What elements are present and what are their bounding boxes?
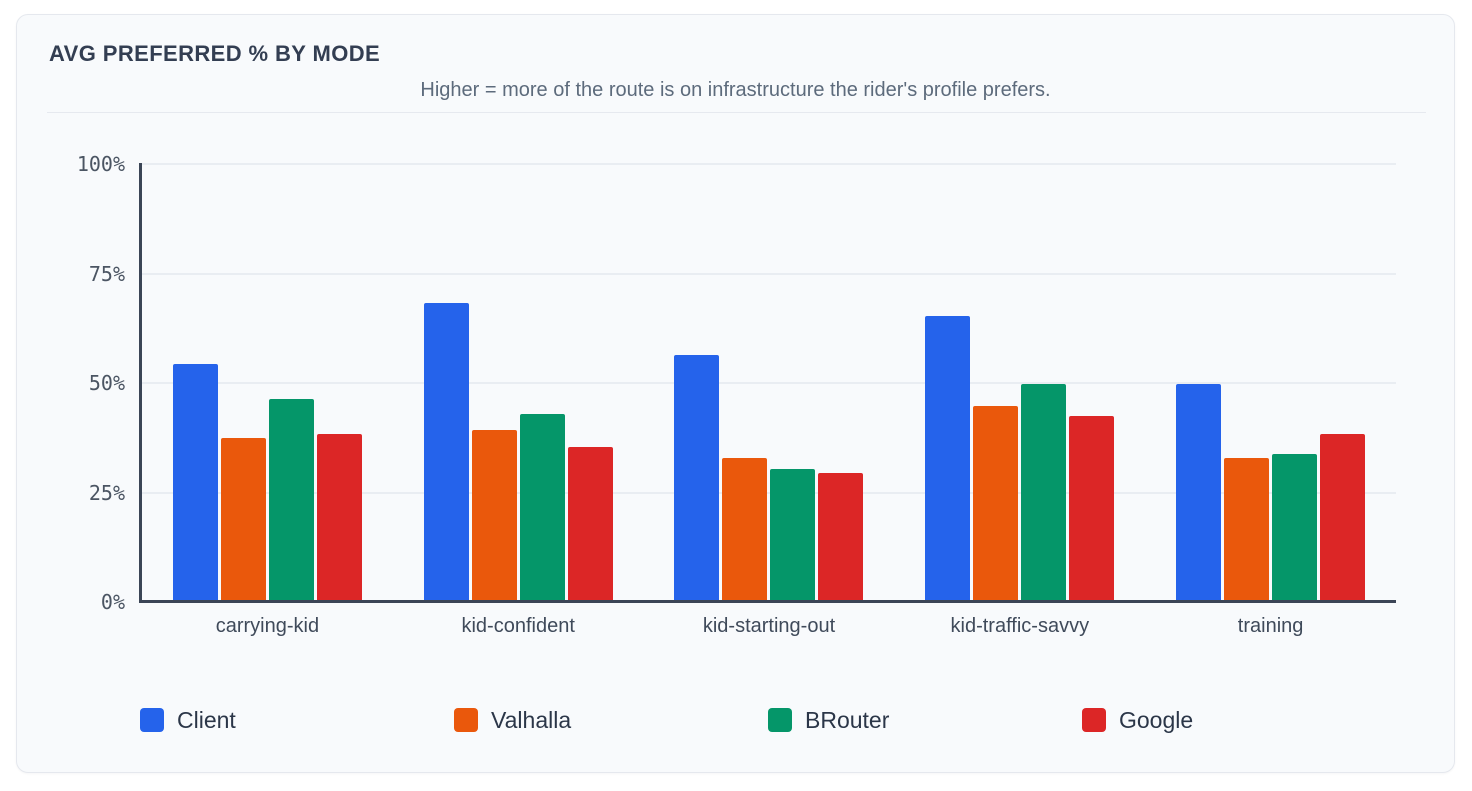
chart-subtitle: Higher = more of the route is on infrast… (420, 79, 1051, 101)
y-tick-label-0: 0% (100, 590, 125, 614)
legend-label-client: Client (177, 706, 236, 733)
bar-groups (142, 163, 1396, 600)
header-divider (47, 112, 1426, 113)
bar-group-kid-confident (393, 163, 644, 600)
bar-google-kid-traffic-savvy (1069, 416, 1115, 600)
bar-valhalla-kid-traffic-savvy (973, 406, 1019, 600)
bar-client-kid-confident (423, 303, 469, 600)
legend-label-google: Google (1119, 706, 1194, 733)
bar-brouter-kid-confident (519, 414, 565, 600)
x-tick-label-carrying-kid: carrying-kid (215, 615, 320, 637)
y-tick-label-25: 25% (88, 480, 125, 505)
bar-chart: 0% 25% 50% 75% 100% carrying-kid kid-confiden… (17, 15, 1454, 772)
legend-label-valhalla: Valhalla (491, 706, 572, 733)
x-tick-label-kid-traffic-savvy: kid-traffic-savvy (950, 615, 1090, 637)
bar-brouter-kid-starting-out (770, 469, 816, 600)
legend-item-brouter: BRouter (768, 707, 889, 733)
bar-group-kid-starting-out (644, 163, 895, 600)
legend-swatch-valhalla (454, 708, 478, 732)
legend-item-google: Google (1082, 707, 1193, 733)
legend-label-brouter: BRouter (805, 706, 890, 733)
legend-swatch-client (140, 708, 164, 732)
bar-google-kid-starting-out (818, 473, 864, 600)
bar-brouter-kid-traffic-savvy (1021, 384, 1067, 600)
bar-google-kid-confident (567, 447, 613, 600)
x-tick-label-kid-starting-out: kid-starting-out (702, 615, 836, 637)
bar-client-kid-traffic-savvy (925, 316, 971, 600)
bar-client-training (1176, 384, 1222, 600)
legend-item-client: Client (140, 707, 236, 733)
bar-group-carrying-kid (142, 163, 393, 600)
bar-valhalla-carrying-kid (220, 438, 266, 600)
y-tick-label-50: 50% (88, 371, 125, 395)
chart-card: AVG PREFERRED % BY MODE Higher = more of… (16, 14, 1455, 773)
gridline-75 (142, 272, 1396, 275)
bar-valhalla-kid-starting-out (722, 458, 768, 600)
bar-valhalla-kid-confident (471, 430, 517, 600)
x-tick-label-kid-confident: kid-confident (461, 615, 575, 637)
bar-group-kid-traffic-savvy (894, 163, 1145, 600)
legend-swatch-brouter (768, 708, 792, 732)
bar-google-training (1320, 434, 1366, 600)
bar-brouter-training (1272, 454, 1318, 600)
y-tick-label-75: 75% (88, 261, 125, 286)
y-tick-label-100: 100% (76, 152, 125, 176)
gridline-50 (142, 382, 1396, 384)
x-tick-label-training: training (1237, 615, 1304, 637)
chart-legend: Client Valhalla BRouter Google (17, 707, 1454, 737)
bar-valhalla-training (1224, 458, 1270, 600)
bar-client-kid-starting-out (674, 355, 720, 600)
gridline-25 (142, 491, 1396, 494)
chart-title: AVG PREFERRED % BY MODE (49, 41, 381, 66)
legend-swatch-google (1082, 708, 1106, 732)
bar-google-carrying-kid (316, 434, 362, 600)
plot-area (139, 163, 1396, 603)
gridline-100 (142, 163, 1396, 165)
bar-group-training (1145, 163, 1396, 600)
bar-client-carrying-kid (172, 364, 218, 600)
bar-brouter-carrying-kid (268, 399, 314, 600)
legend-item-valhalla: Valhalla (454, 707, 571, 733)
